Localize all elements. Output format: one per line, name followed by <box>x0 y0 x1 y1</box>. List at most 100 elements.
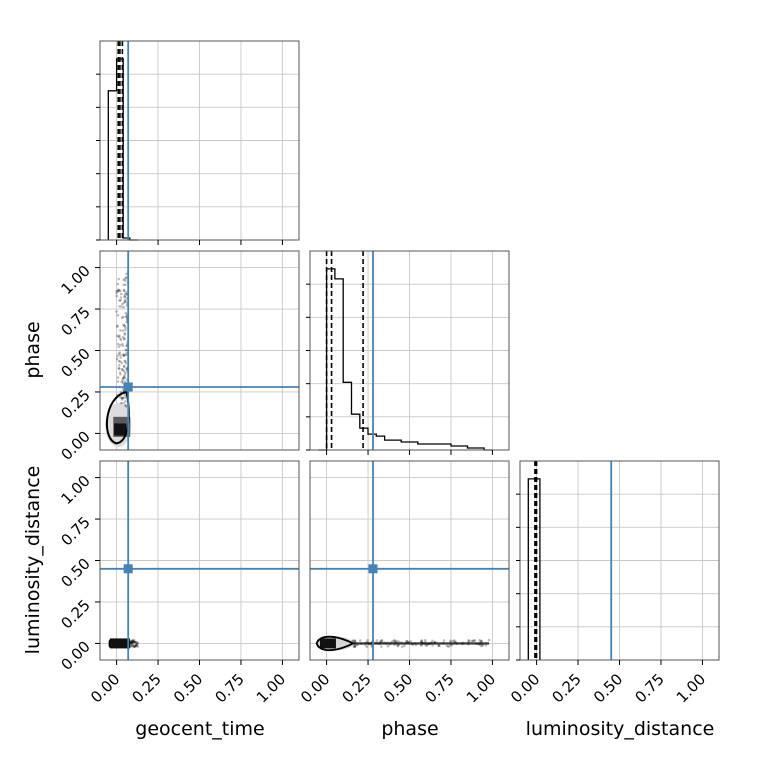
sample-point-r1c0 <box>122 301 126 305</box>
sample-point-r2c0 <box>133 640 137 644</box>
sample-point-r2c0 <box>135 644 138 647</box>
sample-point-r2c1 <box>470 639 474 643</box>
sample-point-r1c0 <box>122 337 126 341</box>
grid-layer <box>100 41 719 660</box>
x-tick-label-geocent-time-2: 0.50 <box>170 670 206 706</box>
histogram-phase <box>318 268 493 451</box>
sample-point-r1c0 <box>120 368 124 371</box>
sample-point-r2c1 <box>405 639 409 643</box>
sample-point-r1c0 <box>116 334 119 338</box>
sample-point-r1c0 <box>123 365 126 369</box>
sample-point-r1c0 <box>118 299 121 302</box>
sample-point-r1c0 <box>118 288 121 292</box>
sample-point-r2c0 <box>135 641 139 644</box>
sample-point-r2c0 <box>130 641 133 645</box>
sample-point-r2c0 <box>133 645 137 648</box>
sample-point-r1c0 <box>121 397 124 400</box>
sample-point-r1c0 <box>120 380 123 384</box>
y-axis-label-luminosity-distance: luminosity_distance <box>22 466 44 655</box>
density-core-r2c1 <box>319 638 336 649</box>
sample-point-r1c0 <box>124 283 127 287</box>
x-tick-label-phase-3: 0.75 <box>421 670 457 706</box>
sample-point-r2c1 <box>365 645 369 648</box>
data-layer <box>100 41 613 660</box>
sample-point-r1c0 <box>118 371 122 374</box>
sample-point-r2c1 <box>480 639 484 643</box>
sample-point-r1c0 <box>125 353 128 357</box>
sample-point-r1c0 <box>122 375 126 379</box>
sample-point-r1c0 <box>123 298 127 302</box>
sample-point-r1c0 <box>116 324 119 328</box>
sample-point-r1c0 <box>124 348 128 352</box>
sample-point-r1c0 <box>117 367 121 370</box>
sample-point-r1c0 <box>120 316 124 320</box>
density-core-r1c0 <box>114 423 127 436</box>
sample-point-r2c1 <box>353 645 357 648</box>
truth-marker-r2c0 <box>123 564 133 574</box>
x-axis-label-geocent-time: geocent_time <box>135 718 264 740</box>
y-tick-label-luminosity-distance-4: 1.00 <box>57 472 93 508</box>
sample-point-r1c0 <box>124 400 127 403</box>
sample-point-r1c0 <box>116 376 120 379</box>
sample-point-r1c0 <box>121 377 125 380</box>
sample-point-r1c0 <box>119 360 122 363</box>
sample-point-r2c1 <box>353 645 356 648</box>
sample-point-r2c0 <box>131 640 135 643</box>
sample-point-r1c0 <box>117 335 121 339</box>
sample-point-r1c0 <box>122 369 125 373</box>
sample-point-r1c0 <box>116 354 119 358</box>
sample-point-r2c1 <box>405 640 408 643</box>
sample-point-r2c1 <box>452 639 456 642</box>
sample-point-r1c0 <box>125 404 128 407</box>
sample-point-r1c0 <box>115 294 119 298</box>
y-tick-label-luminosity-distance-1: 0.25 <box>57 596 93 632</box>
sample-point-r1c0 <box>121 387 125 391</box>
x-tick-label-geocent-time-0: 0.00 <box>87 670 123 706</box>
sample-point-r2c0 <box>135 644 139 647</box>
sample-point-r1c0 <box>120 292 123 296</box>
sample-point-r1c0 <box>124 326 127 330</box>
sample-point-r1c0 <box>119 299 122 302</box>
sample-point-r2c1 <box>473 639 477 642</box>
sample-point-r1c0 <box>125 348 128 352</box>
y-tick-label-phase-3: 0.75 <box>57 303 93 339</box>
sample-point-r2c0 <box>132 645 136 648</box>
sample-point-r1c0 <box>116 289 120 293</box>
sample-point-r2c1 <box>451 640 455 643</box>
sample-point-r2c1 <box>448 644 451 648</box>
sample-point-r1c0 <box>119 395 122 399</box>
sample-point-r1c0 <box>116 290 120 293</box>
sample-point-r2c1 <box>351 639 355 642</box>
x-tick-label-phase-1: 0.25 <box>339 670 375 706</box>
sample-point-r2c0 <box>134 645 137 648</box>
sample-point-r2c1 <box>353 644 357 647</box>
sample-point-r1c0 <box>123 300 127 303</box>
sample-point-r1c0 <box>121 379 124 383</box>
sample-point-r1c0 <box>116 342 120 346</box>
sample-point-r2c1 <box>420 644 423 647</box>
sample-point-r1c0 <box>117 345 121 349</box>
x-tick-label-luminosity-distance-1: 0.25 <box>549 670 585 706</box>
sample-point-r1c0 <box>115 310 118 313</box>
x-tick-label-geocent-time-3: 0.75 <box>211 670 247 706</box>
sample-point-r1c0 <box>119 329 122 332</box>
truth-marker-r1c0 <box>123 382 133 392</box>
sample-point-r1c0 <box>123 354 126 357</box>
sample-point-r2c0 <box>130 644 134 647</box>
x-tick-label-geocent-time-4: 1.00 <box>253 670 289 706</box>
x-tick-label-phase-2: 0.50 <box>380 670 416 706</box>
sample-point-r1c0 <box>120 361 124 365</box>
sample-point-r2c1 <box>437 644 441 647</box>
sample-point-r1c0 <box>123 359 127 363</box>
sample-point-r2c0 <box>130 640 133 643</box>
sample-point-r2c1 <box>409 640 413 643</box>
sample-point-r1c0 <box>115 357 119 361</box>
sample-point-r1c0 <box>119 296 123 299</box>
sample-point-r1c0 <box>121 381 125 385</box>
sample-point-r1c0 <box>122 364 126 368</box>
sample-point-r1c0 <box>123 324 126 327</box>
sample-point-r1c0 <box>121 396 125 400</box>
sample-point-r2c0 <box>130 641 134 644</box>
sample-point-r1c0 <box>122 323 125 327</box>
